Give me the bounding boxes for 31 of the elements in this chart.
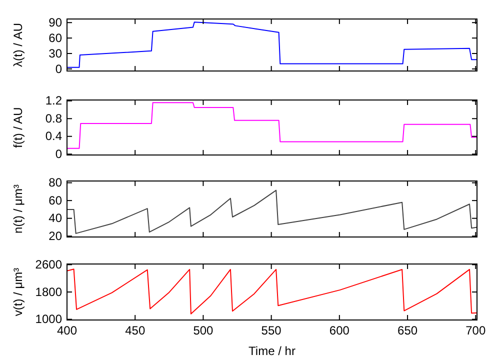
x-tick-label: 400 bbox=[56, 324, 78, 338]
line-series bbox=[66, 22, 478, 68]
y-axis-title: v(t) / μm³ bbox=[11, 268, 25, 316]
y-tick-label: 60 bbox=[48, 30, 62, 45]
line-series bbox=[66, 102, 478, 149]
y-axis-title: λ(t) / AU bbox=[11, 23, 25, 67]
x-tick-label: 600 bbox=[329, 324, 350, 338]
x-tick-label: 550 bbox=[261, 324, 282, 338]
y-tick-label: 0.8 bbox=[45, 111, 62, 126]
y-tick-label: 1800 bbox=[35, 284, 62, 299]
y-tick-label: 90 bbox=[48, 15, 62, 30]
x-tick-label: 450 bbox=[125, 324, 146, 338]
x-tick-label: 700 bbox=[466, 324, 486, 338]
x-tick-label: 500 bbox=[193, 324, 214, 338]
y-tick-label: 1.2 bbox=[45, 94, 62, 108]
y-tick-label: 40 bbox=[48, 211, 62, 226]
y-axis-title: f(t) / AU bbox=[11, 107, 25, 148]
y-tick-label: 20 bbox=[48, 228, 62, 243]
y-tick-label: 60 bbox=[48, 193, 62, 208]
line-series bbox=[66, 268, 478, 314]
x-tick-label: 650 bbox=[398, 324, 418, 338]
y-tick-label: 1000 bbox=[35, 312, 62, 326]
y-axis-title: n(t) / μm³ bbox=[11, 184, 25, 234]
y-tick-label: 30 bbox=[48, 46, 62, 60]
x-axis-title: Time / hr bbox=[248, 344, 296, 358]
line-series bbox=[66, 190, 478, 234]
y-tick-label: 2600 bbox=[35, 258, 62, 272]
y-tick-label: 80 bbox=[48, 176, 62, 190]
y-tick-label: 0 bbox=[55, 62, 62, 76]
y-tick-label: 0.4 bbox=[45, 129, 62, 144]
y-tick-label: 0 bbox=[55, 146, 62, 161]
